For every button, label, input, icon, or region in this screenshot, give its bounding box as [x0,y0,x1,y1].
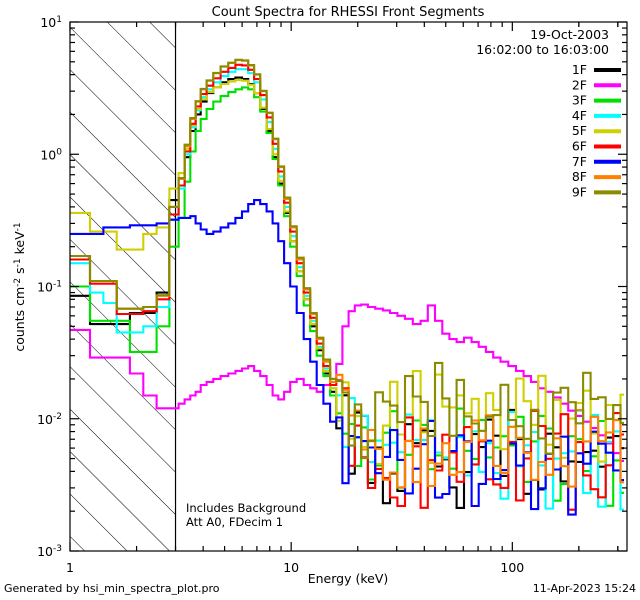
series-9F [70,58,624,460]
ylabel-part3: keV [12,231,27,258]
legend-label-2F: 2F [572,77,587,92]
legend-label-7F: 7F [572,154,587,169]
legend-label-5F: 5F [572,123,587,138]
observation-date: 19-Oct-2003 [530,27,609,42]
legend-label-8F: 8F [572,169,587,184]
y-tick-label: 10-3 [37,544,62,559]
x-axis-label: Energy (keV) [308,571,389,586]
y-tick-label: 100 [40,147,62,162]
ylabel-exp1: -2 [13,278,23,287]
x-tick-label: 100 [500,560,524,575]
y-tick-label: 10-2 [37,412,62,427]
footer-timestamp: 11-Apr-2023 15:24 [533,582,636,595]
svg-text:counts cm-2 s-1 keV-1: counts cm-2 s-1 keV-1 [12,222,27,351]
y-axis-label: counts cm-2 s-1 keV-1 [12,222,27,351]
ylabel-part2: s [12,267,27,278]
legend-label-9F: 9F [572,184,587,199]
legend-label-1F: 1F [572,62,587,77]
ylabel-part1: counts cm [12,287,27,352]
x-tick-label: 1 [66,560,74,575]
legend-label-4F: 4F [572,108,587,123]
footer-generator: Generated by hsi_min_spectra_plot.pro [4,582,220,595]
ylabel-exp2: -1 [13,258,23,267]
y-tick-label: 101 [40,15,62,30]
legend-label-6F: 6F [572,139,587,154]
observation-interval: 16:02:00 to 16:03:00 [476,42,609,57]
x-axis-ticks: 1 10 100 [66,22,619,575]
ylabel-exp3: -1 [13,222,23,231]
y-axis-ticks: 101 100 10-1 10-2 10-3 [37,15,627,559]
spectra-curves [70,58,624,516]
x-tick-label: 10 [283,560,299,575]
y-tick-label: 10-1 [37,280,62,295]
legend-label-3F: 3F [572,93,587,108]
annotation-background: Includes Background [186,501,306,515]
annotation-attenuator: Att A0, FDecim 1 [186,515,283,529]
page-title: Count Spectra for RHESSI Front Segments [212,5,485,20]
